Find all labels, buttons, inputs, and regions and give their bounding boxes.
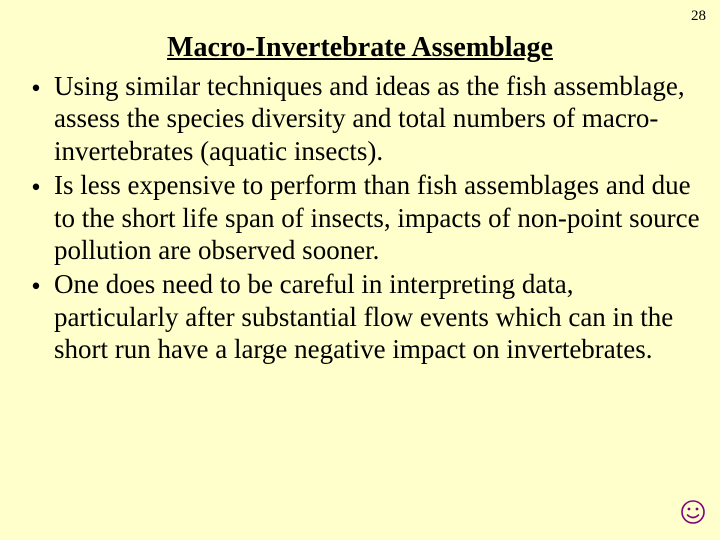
bullet-list: • Using similar techniques and ideas as … [18,70,702,366]
bullet-marker-icon: • [18,169,54,203]
smiley-icon [680,499,706,530]
page-number: 28 [691,8,706,25]
bullet-marker-icon: • [18,70,54,104]
list-item: • One does need to be careful in interpr… [18,268,702,365]
slide-content: Macro-Invertebrate Assemblage • Using si… [0,0,720,366]
list-item: • Is less expensive to perform than fish… [18,169,702,266]
list-item: • Using similar techniques and ideas as … [18,70,702,167]
bullet-text: Is less expensive to perform than fish a… [54,169,702,266]
bullet-text: One does need to be careful in interpret… [54,268,702,365]
slide-title: Macro-Invertebrate Assemblage [18,32,702,64]
bullet-marker-icon: • [18,268,54,302]
bullet-text: Using similar techniques and ideas as th… [54,70,702,167]
